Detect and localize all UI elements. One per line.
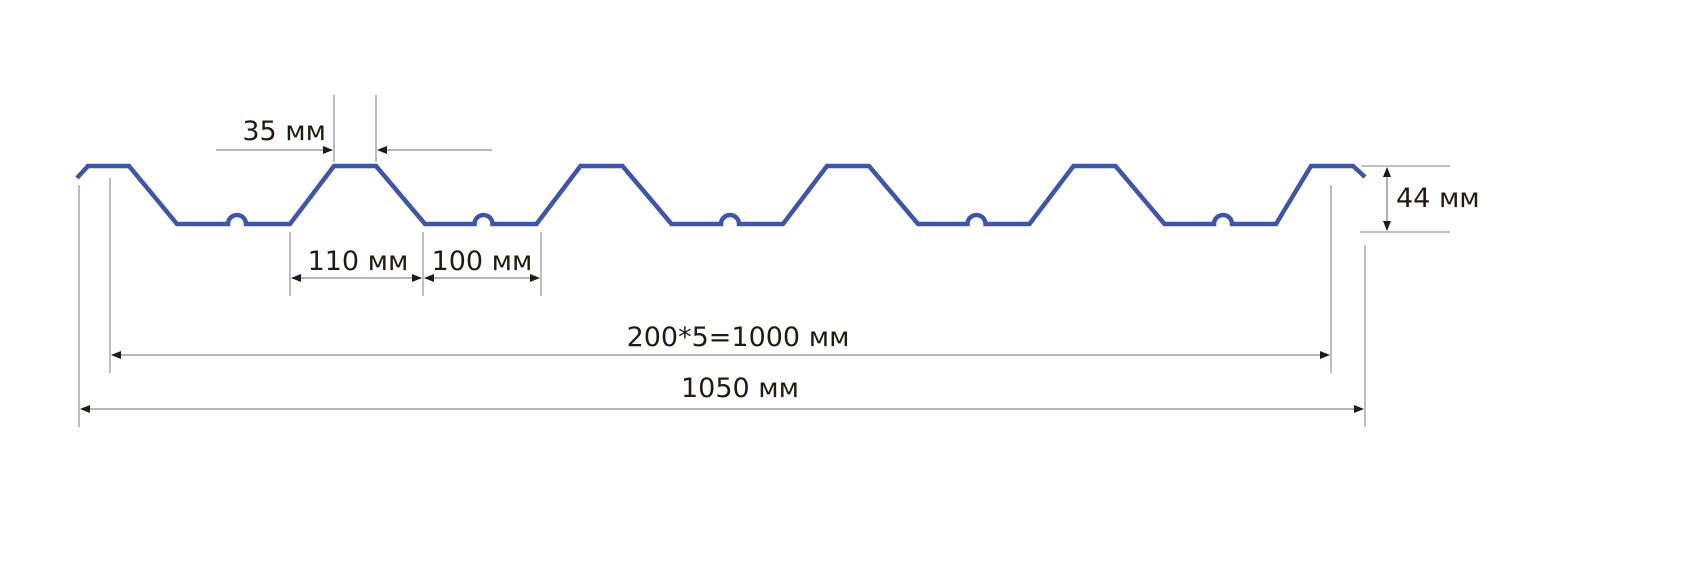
dimension-crest-width: 35 мм <box>216 95 492 162</box>
dimension-pitch-total: 200*5=1000 мм <box>109 178 1332 373</box>
dimension-height: 44 мм <box>1360 165 1480 233</box>
dimension-overall-width: 1050 мм <box>78 185 1366 427</box>
slope-width-label: 110 мм <box>308 246 409 277</box>
trapezoidal-sheet-profile <box>75 163 1367 227</box>
valley-width-label: 100 мм <box>432 246 533 277</box>
dimension-slope-valley: 110 мм 100 мм <box>289 232 542 296</box>
pitch-total-label: 200*5=1000 мм <box>627 322 850 353</box>
crest-width-label: 35 мм <box>242 116 326 147</box>
overall-width-label: 1050 мм <box>681 373 799 404</box>
height-label: 44 мм <box>1396 183 1480 214</box>
